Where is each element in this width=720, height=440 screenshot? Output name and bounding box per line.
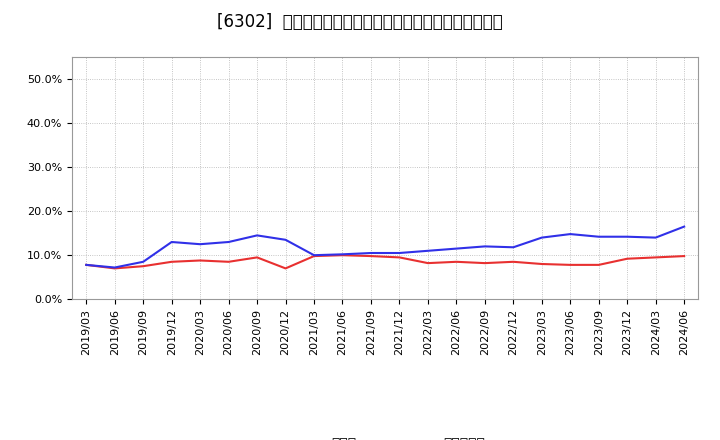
Legend: 現顔金, 有利子負債: 現顔金, 有利子負債 (279, 432, 491, 440)
Text: [6302]  現預金、有利子負債の総資産に対する比率の推移: [6302] 現預金、有利子負債の総資産に対する比率の推移 (217, 13, 503, 31)
